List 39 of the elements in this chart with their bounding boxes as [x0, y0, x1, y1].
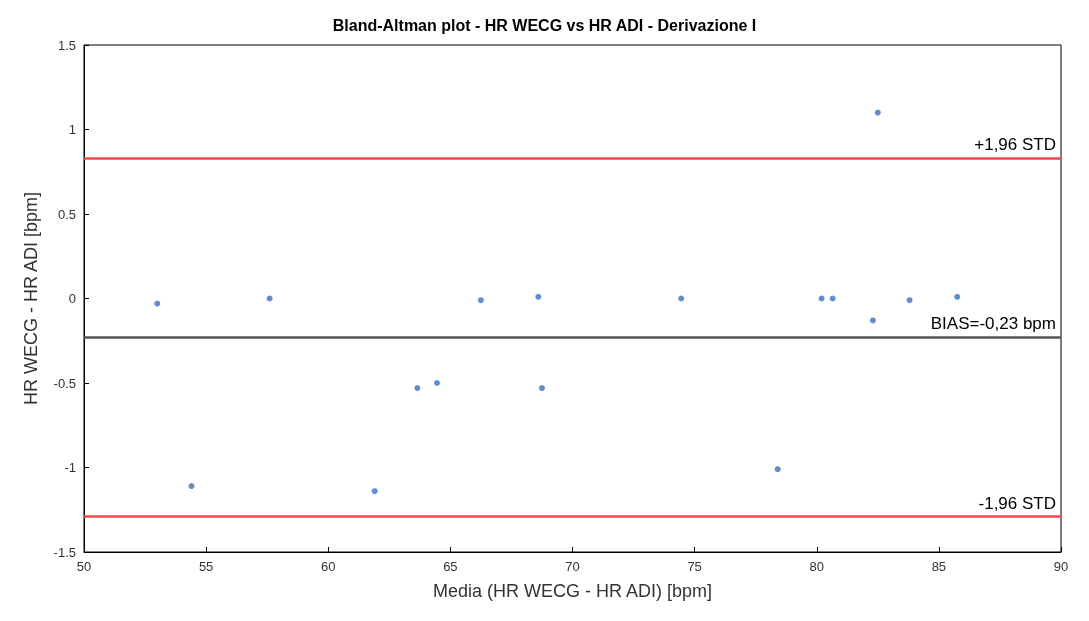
point: [535, 293, 542, 300]
point: [869, 317, 876, 324]
point: [874, 109, 881, 116]
point: [829, 295, 836, 302]
y-tick-label: -1: [64, 460, 76, 475]
ref-line-label: -1,96 STD: [978, 493, 1056, 513]
y-tick-label: 0.5: [57, 206, 76, 222]
x-tick-label: 75: [687, 559, 702, 574]
point: [266, 295, 273, 302]
point: [371, 488, 378, 495]
point: [538, 385, 545, 392]
x-tick-label: 70: [565, 559, 580, 574]
point: [678, 295, 685, 302]
chart-title: Bland-Altman plot - HR WECG vs HR ADI - Derivazione I: [332, 16, 757, 34]
x-tick-label: 90: [1053, 559, 1069, 574]
point: [954, 293, 961, 300]
x-tick-label: 65: [443, 559, 458, 574]
point: [414, 385, 421, 392]
point: [154, 300, 161, 307]
point: [906, 297, 913, 304]
y-tick-label: -1.5: [53, 544, 76, 560]
x-axis-title: Media (HR WECG - HR ADI) [bpm]: [432, 581, 713, 601]
point: [477, 297, 484, 304]
x-tick-label: 50: [76, 559, 92, 574]
point: [433, 380, 440, 386]
point: [774, 466, 781, 473]
y-axis-title: HR WECG - HR ADI [bpm]: [21, 191, 41, 406]
x-tick-label: 80: [809, 559, 824, 574]
x-tick-label: 85: [931, 559, 947, 574]
y-tick-label: -0.5: [53, 375, 76, 391]
point: [818, 295, 825, 302]
point: [188, 483, 195, 490]
ref-line-label: BIAS=-0,23 bpm: [930, 314, 1056, 334]
ref-line-label: +1,96 STD: [974, 135, 1056, 155]
y-tick-label: 1.5: [57, 37, 76, 53]
y-tick-label: 1: [68, 122, 76, 137]
y-tick-label: 0: [68, 291, 76, 306]
x-tick-label: 60: [321, 559, 336, 574]
x-tick-label: 55: [198, 559, 214, 574]
